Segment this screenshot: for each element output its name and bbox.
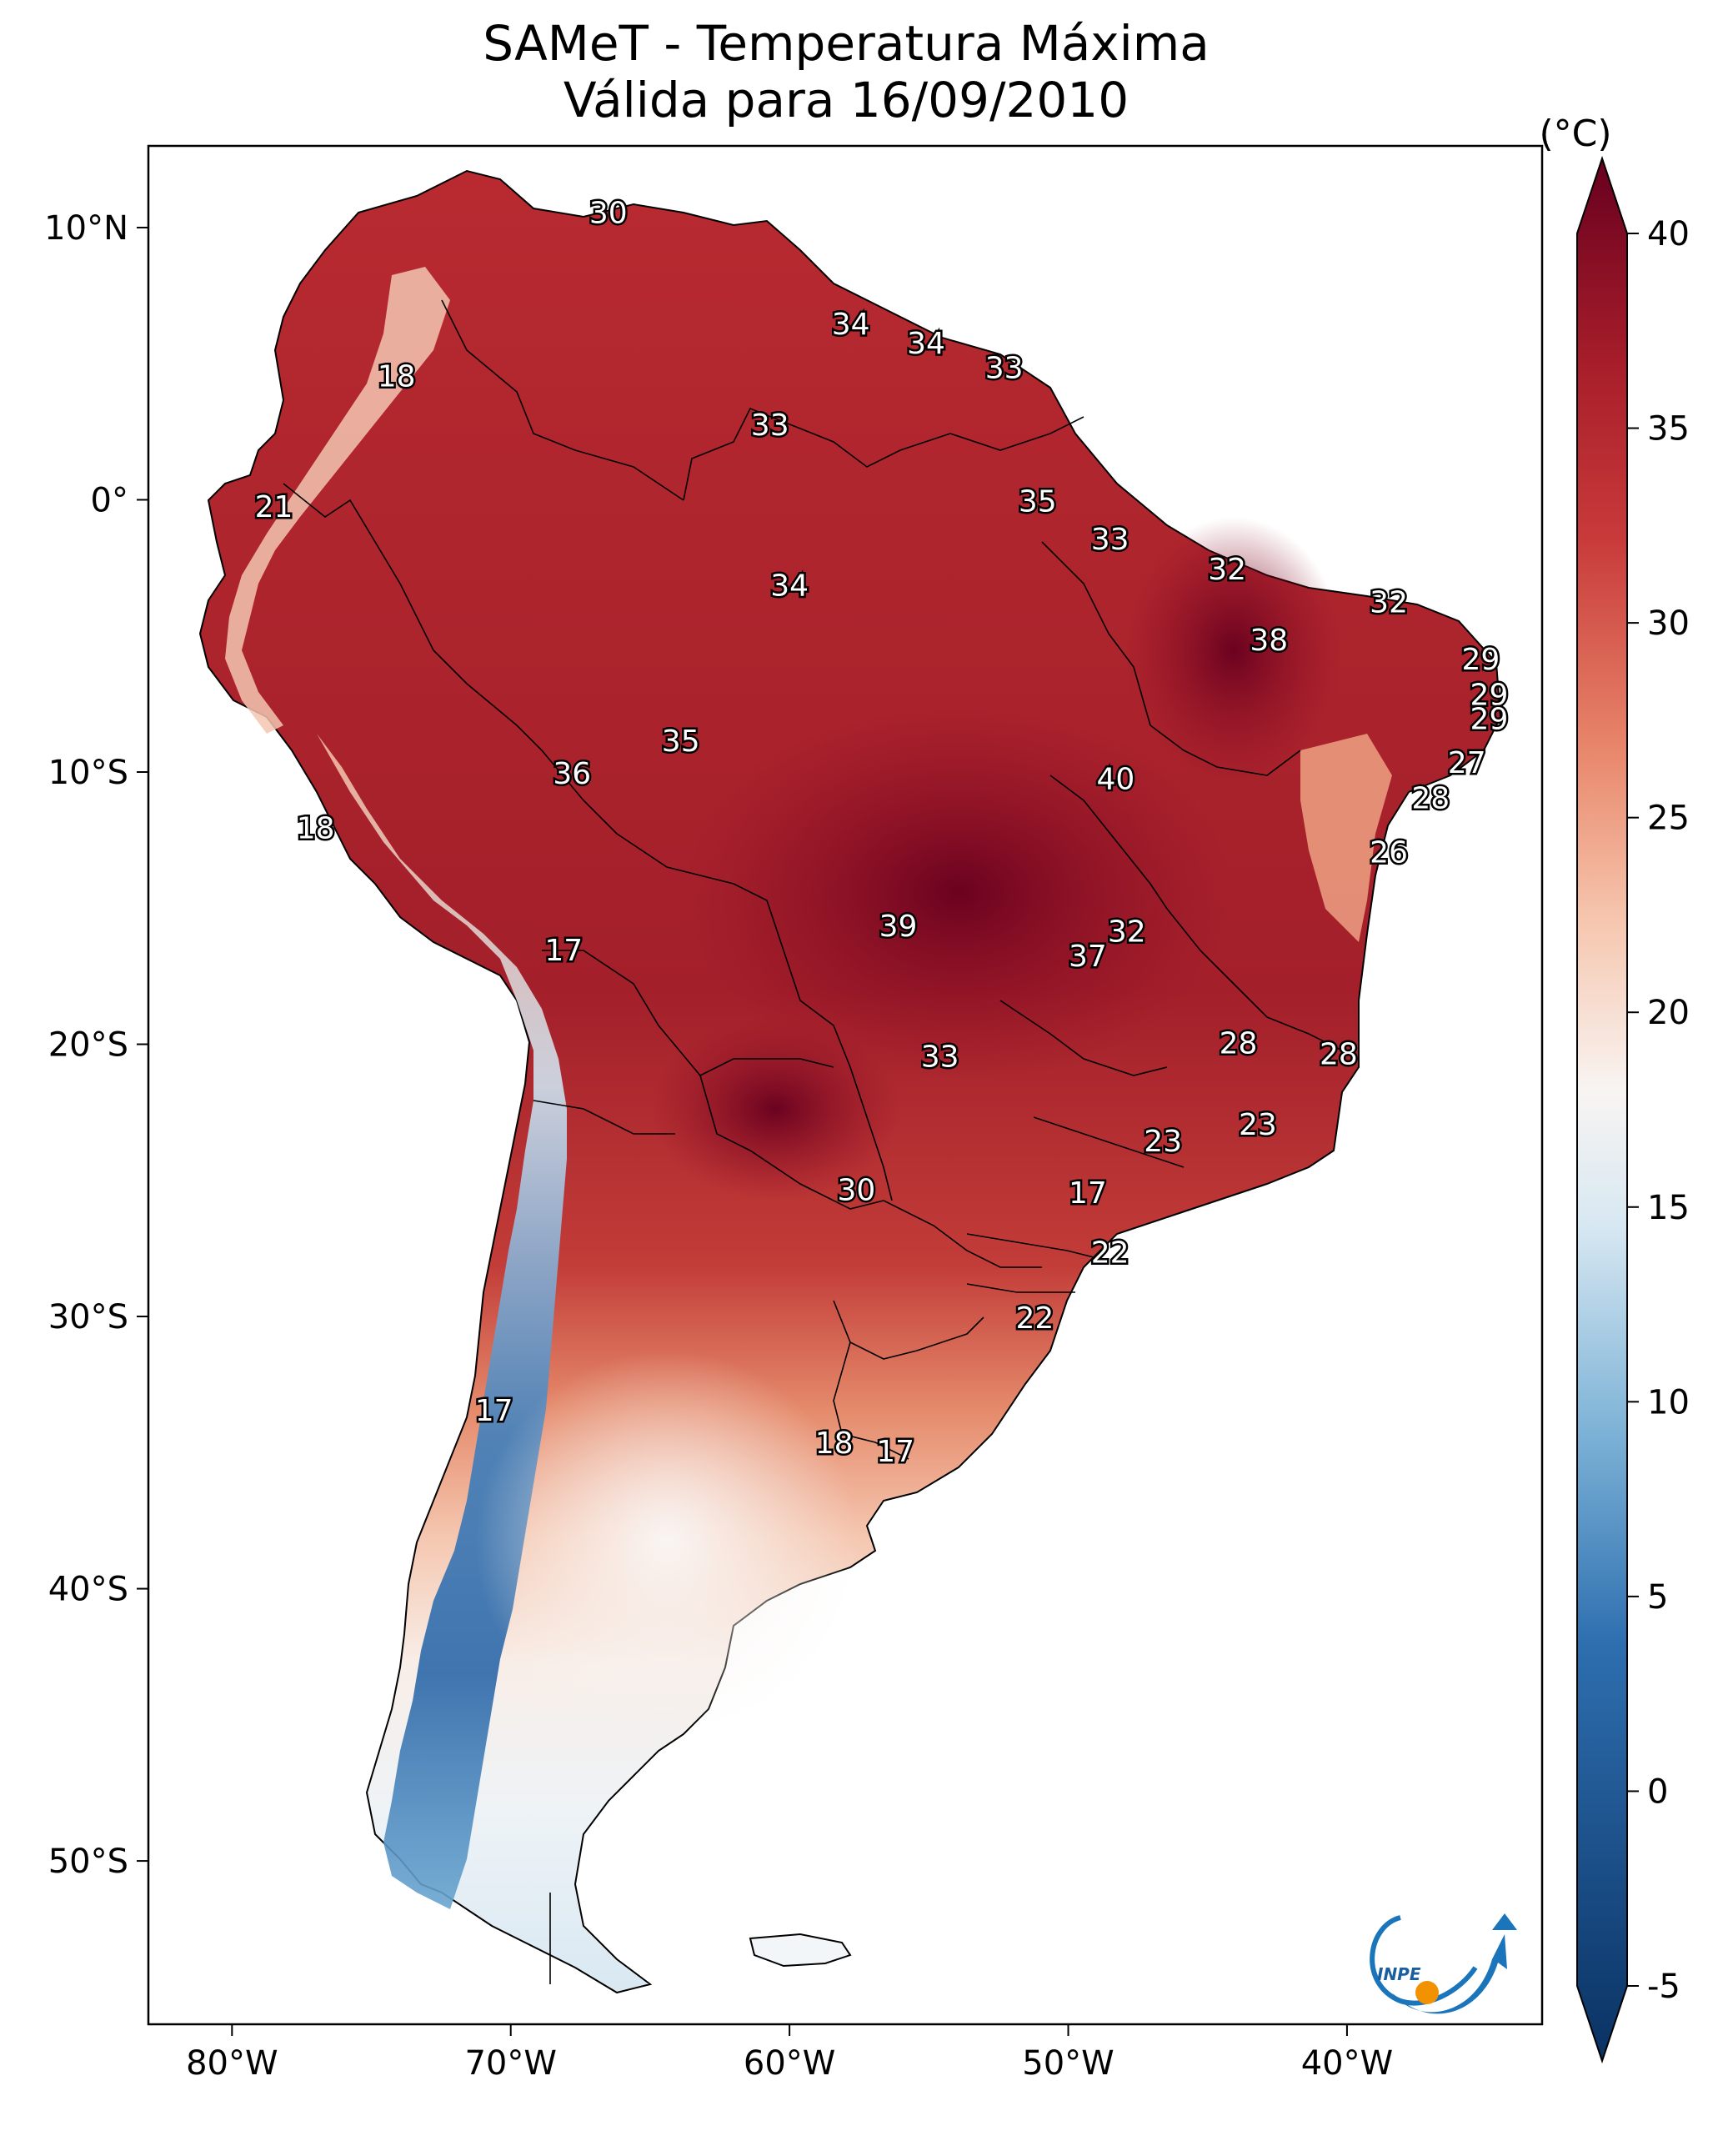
title-line-1: SAMeT - Temperatura Máxima [483, 15, 1210, 72]
lat-tick-label: 40°S [48, 1571, 128, 1609]
station-temperature-label: 32 [1108, 915, 1146, 949]
lon-tick-label: 50°W [1022, 2044, 1114, 2083]
map-title: SAMeT - Temperatura Máxima Válida para 1… [150, 15, 1542, 128]
lat-tick-label: 20°S [48, 1026, 128, 1065]
station-temperature-label: 18 [815, 1426, 854, 1461]
station-temperature-label: 17 [544, 934, 583, 968]
colorbar-body [1576, 155, 1628, 2064]
station-temperature-label: 34 [907, 327, 945, 361]
lat-tick-label: 0° [91, 481, 128, 519]
lat-tick-label: 30°S [48, 1298, 128, 1336]
patagonia-light-zone [475, 1351, 859, 1734]
hot-core-northeast [1125, 517, 1342, 784]
station-temperature-label: 34 [832, 308, 870, 342]
map-frame [147, 144, 1544, 2026]
inpe-logo-swoosh [1392, 1934, 1507, 2014]
colorbar: (°C) 40 35 30 25 20 15 10 5 0 -5 [1539, 113, 1690, 2064]
station-temperature-label: 17 [876, 1435, 914, 1469]
station-temperature-label: 32 [1370, 585, 1408, 619]
colorbar-unit-label: (°C) [1539, 113, 1611, 155]
map-panel [198, 169, 1502, 1994]
hot-core-central-brazil [684, 700, 1234, 1084]
station-temperature-label: 33 [1091, 523, 1129, 557]
inpe-logo: INPE [1370, 1913, 1517, 2014]
station-temperature-label: 38 [1250, 624, 1288, 658]
station-temperature-label: 18 [297, 811, 335, 845]
station-temperature-label: 28 [1220, 1026, 1258, 1060]
lat-tick-label: 10°N [44, 209, 128, 248]
station-temperature-label: 21 [255, 490, 293, 524]
colorbar-ticks: 40 35 30 25 20 15 10 5 0 -5 [1627, 215, 1690, 2006]
country-borders [283, 299, 1343, 1984]
station-temperature-label: 23 [1144, 1125, 1182, 1159]
station-temperature-label: 33 [921, 1040, 959, 1075]
station-temperature-label: 26 [1370, 836, 1408, 870]
station-temperature-label: 22 [1091, 1236, 1129, 1271]
falkland-islands [749, 1933, 852, 1968]
station-temperature-label: 28 [1320, 1037, 1358, 1071]
northern-andes-streak [225, 267, 450, 734]
colorbar-tick-label: 5 [1647, 1578, 1668, 1617]
east-coast-cooler-strip [1300, 734, 1392, 942]
station-temperature-label: 23 [1239, 1108, 1277, 1142]
lon-tick-label: 70°W [464, 2044, 556, 2083]
station-temperature-label: 17 [475, 1394, 513, 1428]
station-temperature-label: 35 [1019, 484, 1057, 519]
inpe-logo-text: INPE [1377, 1964, 1421, 1984]
lon-tick-label: 40°W [1301, 2044, 1393, 2083]
station-temperature-label: 32 [1208, 553, 1246, 587]
colorbar-tick-label: 20 [1647, 994, 1690, 1032]
station-temperature-label: 30 [837, 1174, 875, 1208]
station-temperature-label: 35 [662, 725, 700, 759]
title-line-2: Válida para 16/09/2010 [563, 72, 1129, 128]
lat-tick-label: 50°S [48, 1843, 128, 1881]
station-temperature-label: 30 [589, 196, 628, 230]
station-temperature-label: 17 [1069, 1176, 1107, 1211]
lat-tick-label: 10°S [48, 754, 128, 792]
colorbar-tick-label: 35 [1647, 410, 1690, 449]
station-temperature-label: 36 [553, 757, 591, 791]
colorbar-tick-label: 10 [1647, 1383, 1690, 1421]
station-temperature-label: 39 [879, 910, 918, 944]
colorbar-tick-label: -5 [1647, 1968, 1680, 2006]
colorbar-tick-label: 25 [1647, 800, 1690, 838]
longitude-axis: 80°W 70°W 60°W 50°W 40°W [186, 2024, 1393, 2083]
station-temperature-label: 34 [770, 569, 809, 604]
station-temperature-label: 29 [1470, 678, 1509, 712]
station-temperature-label: 27 [1448, 746, 1486, 780]
station-temperature-label: 40 [1096, 763, 1134, 797]
colorbar-tick-label: 30 [1647, 604, 1690, 643]
colorbar-tick-label: 40 [1647, 215, 1690, 253]
lon-tick-label: 60°W [744, 2044, 835, 2083]
station-temperature-label: 28 [1411, 781, 1450, 815]
colorbar-tick-label: 0 [1647, 1772, 1668, 1811]
inpe-logo-arrow [1492, 1913, 1517, 1930]
station-temperature-label: 22 [1015, 1301, 1054, 1336]
inpe-logo-dot [1415, 1981, 1439, 2004]
station-temperature-label: 18 [378, 359, 416, 394]
station-temperature-label: 29 [1470, 703, 1509, 737]
hot-core-paraguay [650, 1017, 900, 1201]
station-temperature-label: 29 [1462, 643, 1500, 677]
station-temperature-label: 33 [751, 409, 789, 443]
station-temperature-label: 37 [1069, 940, 1107, 974]
station-temperature-label: 33 [985, 351, 1024, 385]
lon-tick-label: 80°W [186, 2044, 278, 2083]
latitude-axis: 10°N 0° 10°S 20°S 30°S 40°S 50°S [44, 209, 148, 1881]
colorbar-tick-label: 15 [1647, 1189, 1690, 1227]
